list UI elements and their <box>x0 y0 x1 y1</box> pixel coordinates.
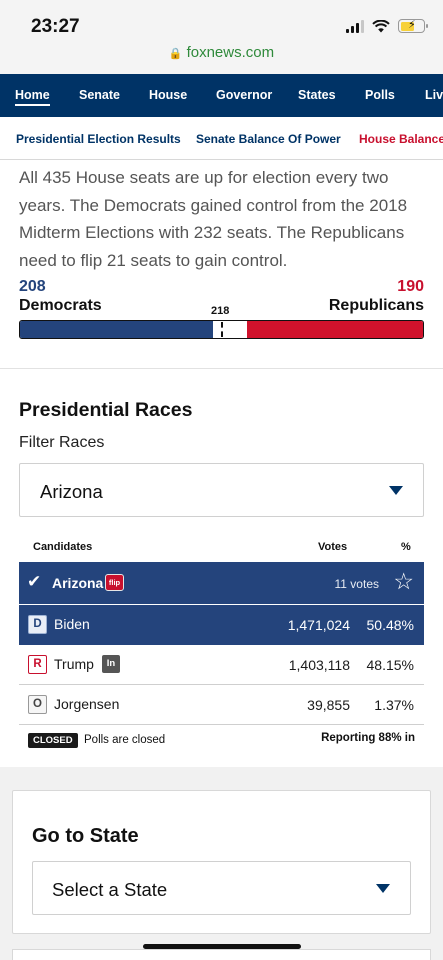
seat-bar-undecided <box>212 321 247 338</box>
rep-label: Republicans <box>328 297 424 314</box>
nav-senate[interactable]: Senate <box>79 88 120 102</box>
status-icons: ⚡ <box>346 19 428 33</box>
nav-home[interactable]: Home <box>15 88 50 106</box>
wifi-icon <box>372 19 390 32</box>
nav-governor[interactable]: Governor <box>216 88 273 102</box>
rep-seat-count: 190 <box>397 278 424 295</box>
race-filter-select[interactable]: Arizona <box>19 463 424 517</box>
seat-bar-dem <box>20 321 213 338</box>
polls-status-text: Polls are closed <box>84 734 166 746</box>
status-bar: 23:27 ⚡ 🔒 foxnews.com <box>0 0 443 74</box>
seat-bar-rep <box>246 321 423 338</box>
url-text: foxnews.com <box>186 44 275 61</box>
go-to-state-title: Go to State <box>32 825 139 847</box>
star-icon[interactable]: ☆ <box>393 568 414 594</box>
party-badge-other: O <box>28 695 47 714</box>
candidate-percent: 1.37% <box>374 697 414 713</box>
table-row: O Jorgensen 39,855 1.37% <box>19 685 424 725</box>
home-indicator[interactable] <box>143 944 301 949</box>
flip-badge: flip <box>105 574 124 591</box>
state-race-name: Arizona <box>52 575 104 591</box>
state-select-placeholder: Select a State <box>52 879 168 900</box>
tab-senate-balance[interactable]: Senate Balance Of Power <box>196 132 341 146</box>
sub-nav: Presidential Election Results Senate Bal… <box>0 117 443 160</box>
reporting-status: Reporting 88% in <box>321 732 415 744</box>
candidate-votes: 1,471,024 <box>287 617 350 633</box>
candidate-name: Trump <box>54 656 94 672</box>
presidential-races-title: Presidential Races <box>19 399 193 421</box>
nav-house[interactable]: House <box>149 88 188 102</box>
tab-house-balance[interactable]: House Balance Of Power <box>359 132 443 146</box>
caret-down-icon <box>376 884 390 893</box>
url-bar[interactable]: 🔒 foxnews.com <box>0 44 443 61</box>
col-votes: Votes <box>318 541 348 553</box>
battery-charging-icon: ⚡ <box>398 19 428 33</box>
candidate-votes: 1,403,118 <box>288 657 350 673</box>
nav-live[interactable]: Live <box>425 88 443 102</box>
nav-states[interactable]: States <box>298 88 336 102</box>
signal-icon <box>346 19 364 33</box>
candidate-percent: 48.15% <box>366 657 414 673</box>
table-row: D Biden 1,471,024 50.48% <box>19 605 424 645</box>
candidate-votes: 39,855 <box>307 697 350 713</box>
check-icon: ✔ <box>27 572 42 591</box>
candidate-name: Biden <box>54 616 90 632</box>
filter-races-label: Filter Races <box>19 434 105 451</box>
divider <box>0 368 443 369</box>
col-candidates: Candidates <box>33 541 93 553</box>
closed-badge: CLOSED <box>28 733 78 748</box>
majority-label: 218 <box>211 305 230 317</box>
dem-seat-count: 208 <box>19 278 46 295</box>
main-nav: Home Senate House Governor States Polls … <box>0 74 443 117</box>
caret-down-icon <box>389 486 403 495</box>
electoral-votes: 11 votes <box>334 577 379 591</box>
lock-icon: 🔒 <box>168 48 183 60</box>
dem-label: Democrats <box>19 297 102 314</box>
party-badge-democrat: D <box>28 615 47 634</box>
tab-presidential-results[interactable]: Presidential Election Results <box>16 132 181 146</box>
majority-marker <box>221 322 223 337</box>
race-filter-value: Arizona <box>40 481 103 502</box>
state-race-row[interactable]: ✔ Arizona flip 11 votes ☆ <box>19 562 424 604</box>
incumbent-badge: In <box>102 655 120 673</box>
candidate-percent: 50.48% <box>366 617 414 633</box>
intro-paragraph: All 435 House seats are up for election … <box>19 168 408 270</box>
table-row: R Trump In 1,403,118 48.15% <box>19 645 424 685</box>
party-badge-republican: R <box>28 655 47 674</box>
status-time: 23:27 <box>31 16 80 37</box>
nav-polls[interactable]: Polls <box>365 88 395 102</box>
state-select[interactable]: Select a State <box>32 861 411 915</box>
col-percent: % <box>401 541 411 553</box>
candidate-name: Jorgensen <box>54 696 120 712</box>
next-card <box>12 949 431 960</box>
